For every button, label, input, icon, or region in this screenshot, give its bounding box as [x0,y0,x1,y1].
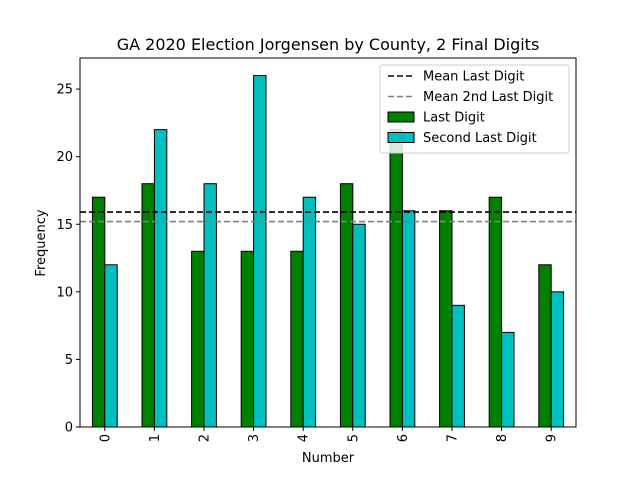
legend: Mean Last Digit Mean 2nd Last Digit Last D… [379,64,570,154]
bar-second-last-digit-9 [550,291,565,428]
legend-mean-last-digit-label: Mean Last Digit [423,70,524,85]
y-tick-label-0: 0 [65,421,73,436]
y-tick-label-5: 5 [65,353,73,368]
x-tick-label-7: 7 [446,434,461,442]
x-tick-label-0: 0 [98,434,113,442]
x-tick-label-4: 4 [297,434,312,442]
bar-second-last-digit-5 [352,223,366,428]
legend-last-digit-label: Last Digit [423,111,485,126]
bar-second-last-digit-3 [253,75,267,428]
bar-last-digit-0 [91,196,106,428]
plot-frame [79,57,577,428]
bar-last-digit-2 [191,250,205,428]
x-tick-label-9: 9 [545,434,560,442]
plot-area: 0 5 10 15 20 25 0 1 2 3 4 5 6 7 8 9 [56,57,577,442]
x-tick-label-2: 2 [198,434,213,442]
x-axis-label: Number [302,451,355,466]
bar-second-last-digit-2 [203,183,217,428]
bar-second-last-digit-0 [104,264,118,428]
bar-second-last-digit-1 [153,129,168,428]
y-tick-label-10: 10 [56,285,73,300]
bar-last-digit-6 [389,129,403,428]
y-axis-label: Frequency [34,209,49,276]
bar-second-last-digit-8 [501,331,515,428]
legend-box [379,64,570,154]
y-tick-label-15: 15 [56,218,73,233]
bar-last-digit-3 [240,250,255,428]
bar-last-digit-4 [290,250,304,428]
x-tick-label-1: 1 [148,434,163,442]
x-tick-label-3: 3 [247,434,262,442]
bar-second-last-digit-7 [451,304,465,428]
bar-last-digit-5 [339,183,354,428]
bar-last-digit-1 [141,183,155,428]
legend-last-digit-swatch [387,111,415,123]
y-tick-label-20: 20 [56,150,73,165]
bar-second-last-digit-6 [401,210,416,428]
legend-second-last-digit-label: Second Last Digit [423,131,537,146]
legend-mean-second-last-digit-label: Mean 2nd Last Digit [423,90,553,105]
bar-last-digit-9 [538,264,552,428]
bar-second-last-digit-4 [302,196,317,428]
chart-title: GA 2020 Election Jorgensen by County, 2 … [117,35,540,54]
x-tick-label-5: 5 [346,434,361,442]
bar-last-digit-7 [439,210,453,428]
y-tick-label-25: 25 [56,83,73,98]
x-tick-label-6: 6 [396,434,411,442]
bar-last-digit-8 [488,196,503,428]
legend-second-last-digit-swatch [387,132,415,143]
x-tick-label-8: 8 [495,434,510,442]
